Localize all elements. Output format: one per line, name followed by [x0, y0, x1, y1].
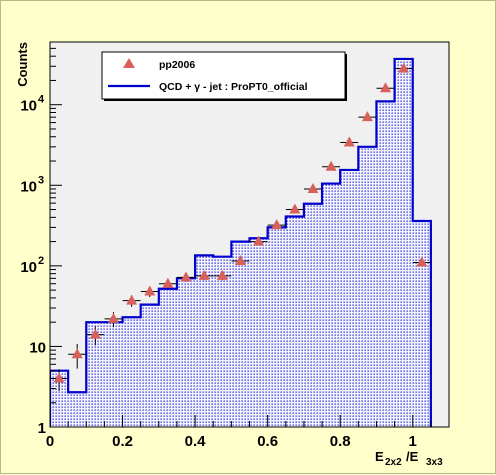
mc-bin — [285, 216, 304, 427]
mc-bin — [213, 256, 232, 427]
mc-bin — [376, 101, 395, 427]
data-marker — [216, 269, 228, 280]
x-tick-label: 0.6 — [257, 433, 278, 450]
data-marker — [325, 160, 337, 171]
mc-bin — [195, 255, 214, 427]
x-title-sub2: 3x3 — [426, 457, 443, 468]
mc-bin — [50, 370, 69, 427]
mc-bin — [267, 227, 286, 427]
mc-bin — [322, 183, 341, 427]
legend-shadow-right — [345, 54, 347, 101]
y-tick-label: 10 — [20, 178, 37, 195]
y-axis-title: Counts — [15, 42, 30, 87]
mc-bin — [394, 58, 413, 427]
data-marker — [144, 285, 156, 296]
x-tick-label: 1 — [409, 433, 417, 450]
data-marker — [180, 271, 192, 282]
data-marker — [53, 372, 65, 383]
mc-bin — [358, 146, 377, 427]
y-tick-label: 10 — [20, 259, 37, 276]
mc-bin — [104, 322, 123, 427]
mc-bin — [303, 203, 323, 427]
mc-bin — [158, 288, 177, 427]
x-tick-label: 0.8 — [330, 433, 351, 450]
data-marker — [343, 136, 355, 147]
data-marker — [234, 254, 246, 265]
data-marker — [361, 111, 373, 122]
x-title-sub1: 2x2 — [385, 457, 402, 468]
legend: pp2006 QCD + γ - jet : ProPT0_official — [101, 51, 347, 101]
data-marker — [271, 219, 283, 230]
data-marker — [307, 182, 319, 193]
data-marker — [289, 203, 301, 214]
data-points — [50, 62, 431, 391]
data-marker — [89, 328, 101, 339]
x-axis-title-group: E 2x2/E 3x3 — [375, 449, 443, 468]
legend-data-label: pp2006 — [159, 59, 195, 71]
y-tick-exponent: 2 — [38, 255, 44, 267]
y-tick-label: 10 — [20, 98, 37, 115]
x-tick-label: 0.4 — [185, 433, 207, 450]
mc-bin — [140, 304, 159, 427]
y-tick-label: 10 — [29, 339, 46, 356]
legend-data-marker — [123, 58, 135, 68]
mc-bin — [249, 238, 268, 427]
data-marker — [198, 269, 210, 280]
data-marker — [416, 256, 428, 267]
y-tick-exponent: 3 — [38, 174, 44, 186]
y-tick-exponent: 4 — [38, 94, 45, 106]
data-marker — [253, 235, 265, 246]
mc-bin — [412, 221, 431, 427]
x-tick-label: 0.2 — [112, 433, 133, 450]
mc-bin — [231, 241, 250, 427]
mc-histogram-outline — [50, 57, 432, 427]
mc-bin — [68, 392, 87, 427]
mc-bin — [86, 322, 105, 427]
y-tick-label: 1 — [38, 420, 46, 437]
x-tick-label: 0 — [46, 433, 54, 450]
legend-shadow-bottom — [104, 99, 347, 101]
data-marker — [71, 348, 83, 359]
mc-bin — [122, 317, 141, 427]
legend-mc-label: QCD + γ - jet : ProPT0_official — [159, 81, 308, 93]
data-marker — [126, 294, 138, 305]
data-marker — [107, 312, 119, 323]
legend-box — [101, 51, 346, 100]
mc-histogram — [50, 57, 432, 427]
data-marker — [398, 62, 410, 73]
data-marker — [162, 277, 174, 288]
x-title-main: E — [375, 449, 384, 464]
mc-bin — [340, 169, 359, 427]
x-title-sep: /E — [406, 449, 419, 464]
mc-bin — [176, 278, 196, 427]
data-marker — [380, 82, 392, 93]
